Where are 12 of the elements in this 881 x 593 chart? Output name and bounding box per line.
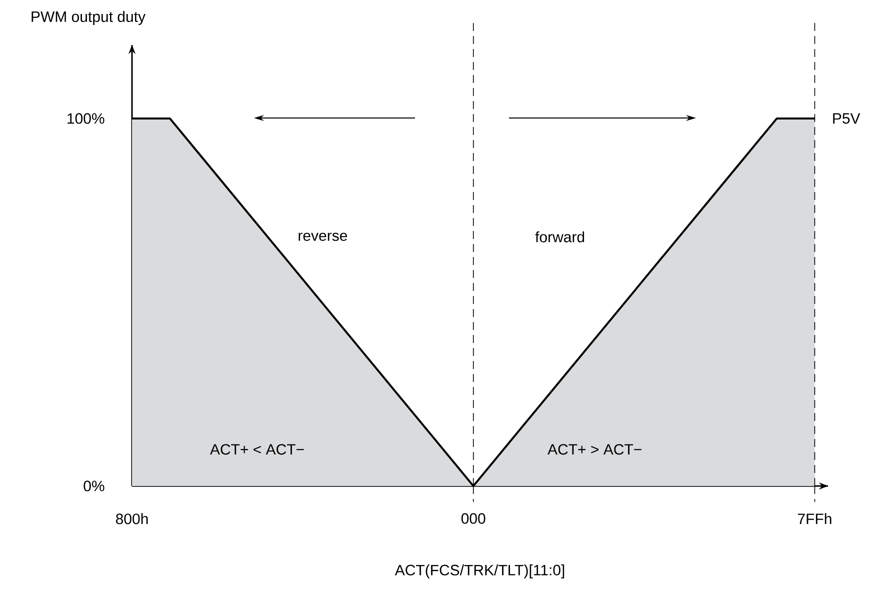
y-axis-title: PWM output duty [32,11,146,25]
y-tick-label: 100% [68,113,104,124]
x-axis-title: ACT(FCS/TRK/TLT)[11:0] [394,564,564,578]
x-tick-label: 7FFh [798,513,832,524]
annotation: ACT+ > ACT− [548,444,642,455]
ref-line-label: P5V [833,113,860,124]
y-tick-label: 0% [84,480,104,492]
x-tick-label: 000 [461,513,486,524]
annotation: reverse [298,232,348,241]
x-tick-label: 800h [116,513,148,524]
annotation: ACT+ < ACT− [210,444,304,455]
annotation: forward [535,231,584,242]
